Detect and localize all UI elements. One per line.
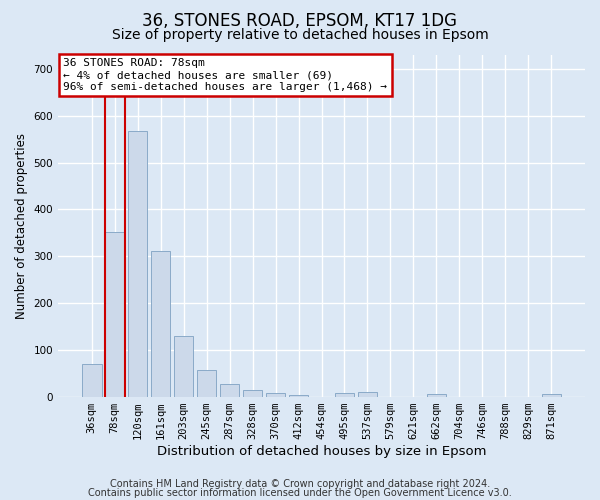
- Bar: [358, 392, 377, 396]
- Bar: [128, 132, 148, 396]
- Text: Contains public sector information licensed under the Open Government Licence v3: Contains public sector information licen…: [88, 488, 512, 498]
- Text: Size of property relative to detached houses in Epsom: Size of property relative to detached ho…: [112, 28, 488, 42]
- Text: Contains HM Land Registry data © Crown copyright and database right 2024.: Contains HM Land Registry data © Crown c…: [110, 479, 490, 489]
- Y-axis label: Number of detached properties: Number of detached properties: [15, 133, 28, 319]
- Bar: [151, 250, 170, 396]
- Bar: [220, 384, 239, 396]
- Text: 36 STONES ROAD: 78sqm
← 4% of detached houses are smaller (69)
96% of semi-detac: 36 STONES ROAD: 78sqm ← 4% of detached h…: [64, 58, 388, 92]
- Bar: [289, 394, 308, 396]
- Bar: [266, 394, 286, 396]
- Bar: [197, 370, 217, 396]
- Bar: [82, 364, 101, 396]
- Bar: [542, 394, 561, 396]
- Bar: [105, 232, 125, 396]
- X-axis label: Distribution of detached houses by size in Epsom: Distribution of detached houses by size …: [157, 444, 486, 458]
- Bar: [243, 390, 262, 396]
- Bar: [335, 393, 354, 396]
- Text: 36, STONES ROAD, EPSOM, KT17 1DG: 36, STONES ROAD, EPSOM, KT17 1DG: [143, 12, 458, 30]
- Bar: [427, 394, 446, 396]
- Bar: [174, 336, 193, 396]
